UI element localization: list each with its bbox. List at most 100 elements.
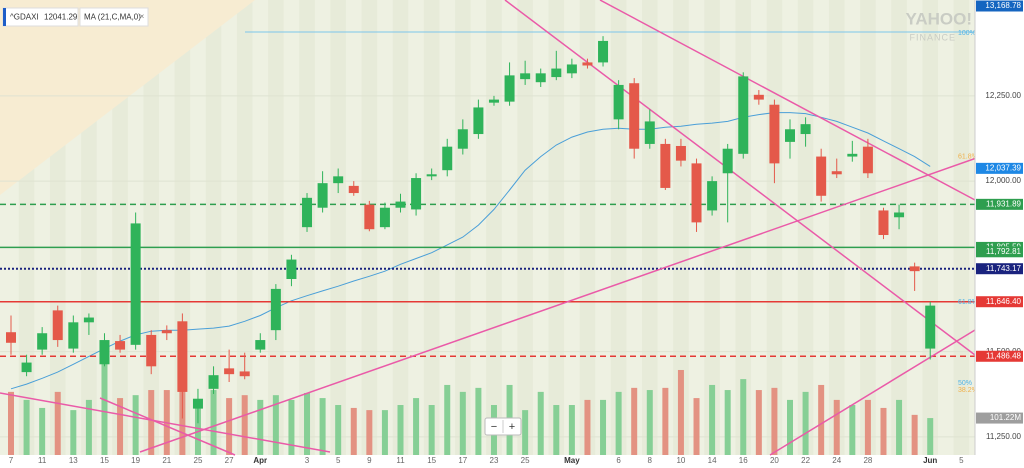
y-tick-label: 12,250.00: [985, 91, 1021, 100]
volume-bar: [615, 391, 622, 455]
volume-bar: [23, 399, 30, 455]
volume-bar: [8, 391, 14, 455]
candle-body: [255, 340, 266, 350]
candle-body: [395, 201, 406, 208]
volume-bar: [600, 399, 607, 455]
candle-body: [800, 124, 811, 135]
volume-bar: [568, 405, 575, 455]
volume-bar: [849, 405, 856, 455]
candle-body: [660, 143, 671, 188]
x-tick-label: 5: [959, 456, 964, 465]
candle-body: [379, 207, 390, 228]
candle-body: [224, 368, 235, 375]
x-tick-label: 13: [69, 456, 78, 465]
volume-bar: [132, 395, 139, 455]
volume-bar: [288, 399, 295, 455]
candle-body: [707, 181, 718, 211]
volume-bar: [724, 390, 731, 455]
volume-bar: [662, 387, 669, 455]
bg-band: [268, 0, 284, 455]
candle-body: [426, 174, 437, 177]
bg-band: [860, 0, 876, 455]
candle-body: [535, 73, 546, 83]
zoom-out[interactable]: −: [491, 421, 497, 433]
volume-bar: [413, 398, 420, 455]
watermark: YAHOO!: [906, 9, 972, 28]
legend-last-price: 12041.29: [44, 13, 78, 22]
volume-bar: [54, 391, 61, 455]
candle-body: [551, 68, 562, 78]
candle-body: [488, 99, 499, 103]
fib-label: 61.8%: [958, 299, 978, 306]
candle-body: [598, 40, 609, 63]
candle-body: [68, 322, 79, 349]
x-tick-label: 9: [367, 456, 372, 465]
candle-body: [177, 321, 188, 392]
bg-band: [828, 0, 845, 455]
candle-body: [37, 333, 48, 350]
candle-body: [504, 75, 515, 102]
bg-band: [392, 0, 409, 455]
volume-bar: [537, 391, 544, 455]
volume-bar: [272, 395, 279, 455]
y-tick-label: 11,250.00: [986, 432, 1022, 441]
price-marker: [976, 0, 1023, 12]
x-tick-label: Apr: [253, 456, 267, 465]
fib-label: 61.8%: [958, 154, 978, 161]
candle-body: [722, 148, 733, 174]
volume-bar: [117, 398, 124, 455]
candle-body: [364, 204, 375, 230]
trend-line: [139, 154, 986, 453]
x-tick-label: 27: [225, 456, 234, 465]
candle-body: [925, 305, 936, 349]
x-tick-label: 16: [739, 456, 748, 465]
volume-bar: [787, 399, 793, 455]
volume-bar: [304, 392, 311, 455]
candle-body: [239, 371, 250, 377]
x-tick-label: 21: [162, 456, 171, 465]
bg-band: [641, 0, 658, 455]
x-tick-label: 17: [458, 456, 467, 465]
legend-box[interactable]: [79, 7, 149, 27]
candle-body: [99, 340, 110, 365]
volume-bar: [646, 390, 653, 455]
candle-body: [566, 64, 577, 74]
price-marker-label: 13,168.78: [985, 1, 1021, 10]
candle-body: [411, 178, 422, 210]
price-marker: [976, 198, 1023, 210]
price-marker: [976, 162, 1023, 174]
volume-bar: [553, 405, 560, 455]
x-tick-label: 15: [100, 456, 109, 465]
x-tick-label: 14: [708, 456, 717, 465]
volume-bar: [911, 414, 918, 455]
volume-bar: [709, 384, 716, 455]
volume-bar: [631, 387, 638, 455]
candle-body: [831, 171, 842, 175]
candle-body: [52, 310, 63, 341]
bg-band: [548, 0, 565, 455]
zoom-in[interactable]: +: [509, 421, 515, 433]
candle-body: [348, 185, 359, 194]
volume-bar: [85, 399, 92, 455]
candle-body: [520, 73, 531, 80]
trend-line: [0, 392, 331, 453]
volume-bar: [257, 399, 264, 455]
legend-remove[interactable]: ×: [140, 12, 145, 21]
volume-bar: [194, 405, 201, 455]
x-tick-label: 8: [648, 456, 653, 465]
candle-body: [317, 183, 328, 208]
price-marker-label: 11,931.89: [986, 199, 1022, 208]
bg-band: [673, 0, 689, 455]
x-tick-label: 15: [427, 456, 436, 465]
x-tick-label: 19: [131, 456, 140, 465]
price-marker-label: 11,646.40: [986, 297, 1022, 306]
volume-bar: [864, 399, 871, 455]
x-tick-label: May: [564, 456, 580, 465]
volume-bar: [350, 407, 357, 455]
candle-body: [457, 129, 468, 149]
volume-bar: [366, 410, 373, 455]
candle-body: [302, 197, 313, 228]
x-tick-label: 28: [863, 456, 872, 465]
y-tick-label: 12,000.00: [985, 176, 1021, 185]
